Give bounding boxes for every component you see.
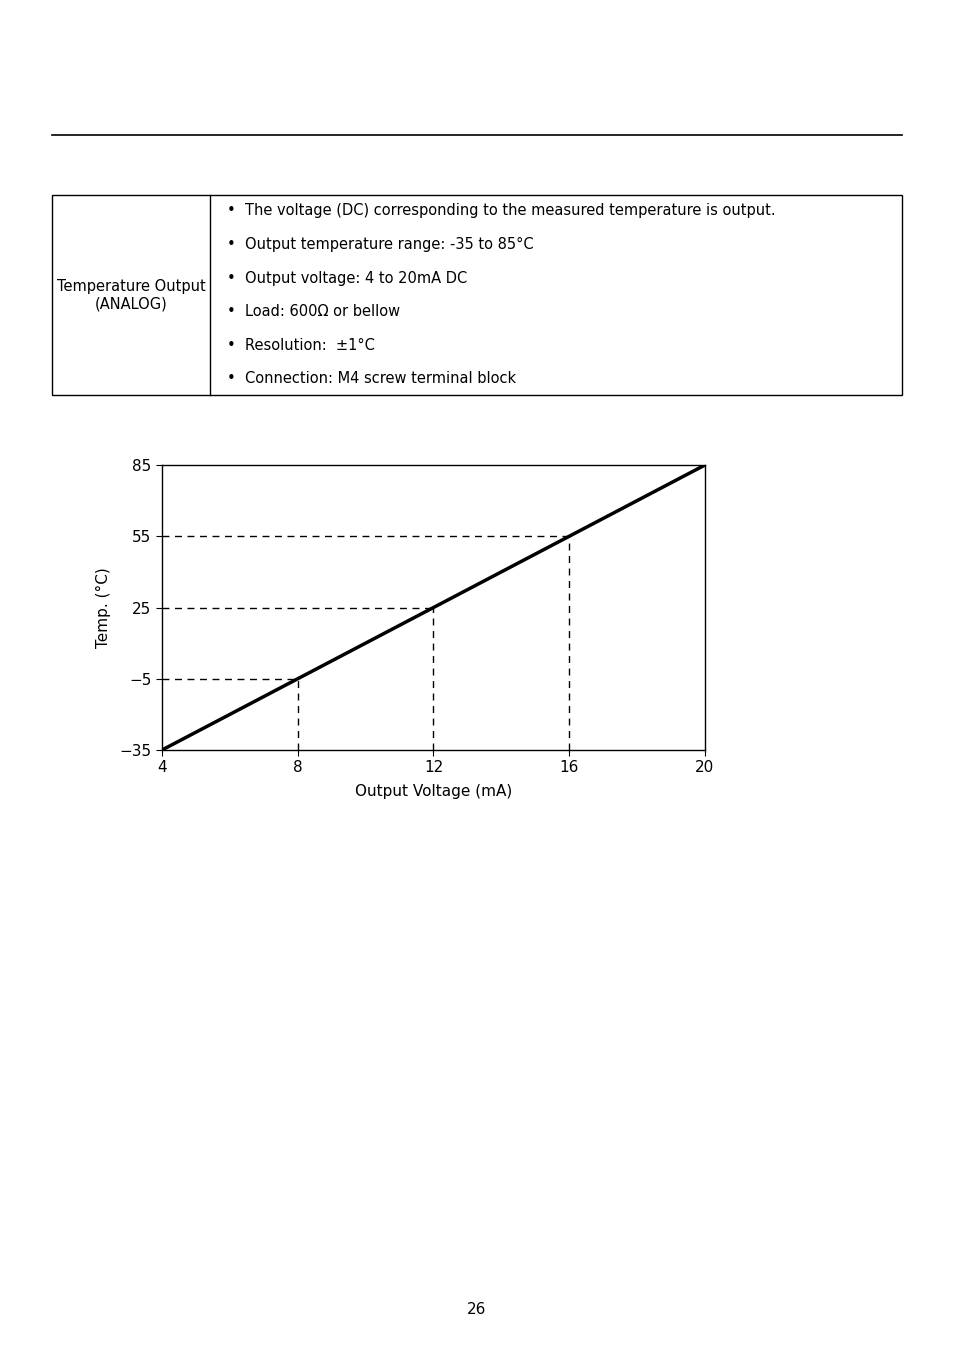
X-axis label: Output Voltage (mA): Output Voltage (mA) [355,784,512,799]
Y-axis label: Temp. (°C): Temp. (°C) [96,567,111,648]
Text: •  Output voltage: 4 to 20mA DC: • Output voltage: 4 to 20mA DC [227,271,467,286]
Text: 26: 26 [467,1303,486,1318]
Text: •  Resolution:  ±1°C: • Resolution: ±1°C [227,338,375,352]
Text: •  The voltage (DC) corresponding to the measured temperature is output.: • The voltage (DC) corresponding to the … [227,204,775,219]
Text: •  Load: 600Ω or bellow: • Load: 600Ω or bellow [227,304,399,320]
Text: •  Connection: M4 screw terminal block: • Connection: M4 screw terminal block [227,371,516,386]
Text: Temperature Output
(ANALOG): Temperature Output (ANALOG) [56,279,205,312]
Text: •  Output temperature range: -35 to 85°C: • Output temperature range: -35 to 85°C [227,238,533,252]
